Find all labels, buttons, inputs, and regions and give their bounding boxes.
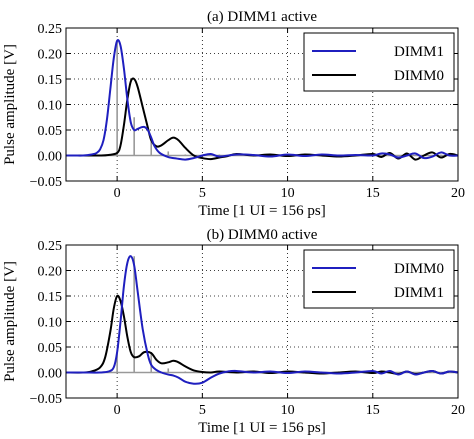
legend-box	[303, 249, 455, 309]
y-tick-label: 0.25	[38, 239, 63, 254]
chart-title: (b) DIMM0 active	[207, 227, 318, 243]
legend: DIMM1 DIMM0	[303, 32, 455, 92]
y-tick-label: 0.15	[38, 73, 63, 88]
y-tick-label: 0.20	[38, 265, 63, 280]
y-tick-label: −0.05	[30, 392, 62, 407]
y-tick-label: 0.00	[38, 367, 63, 382]
y-tick-label: 0.00	[38, 150, 63, 165]
y-tick-label: 0.20	[38, 48, 63, 63]
plot-area	[66, 255, 458, 385]
chart-panel-b: (b) DIMM0 active 0 5 10 15 20 −0.05 0.00 0.05 0.1…	[2, 227, 465, 436]
x-tick-label: 15	[366, 186, 380, 201]
y-tick-label: 0.25	[38, 22, 63, 37]
x-tick-label: 0	[114, 186, 121, 201]
x-tick-label: 10	[281, 186, 295, 201]
legend-label: DIMM0	[394, 261, 444, 277]
series-line-dimm0	[66, 255, 458, 385]
axes-frame	[65, 244, 459, 399]
y-tick-label: 0.10	[38, 316, 63, 331]
x-axis-label: Time [1 UI = 156 ps]	[198, 203, 326, 219]
y-tick-label: 0.10	[38, 99, 63, 114]
y-tick-label: −0.05	[30, 175, 62, 190]
x-tick-label: 10	[281, 403, 295, 418]
y-tick-label: 0.05	[38, 341, 63, 356]
y-axis-label: Pulse amplitude [V]	[2, 44, 18, 165]
series-line-dimm1	[66, 38, 458, 161]
legend-label: DIMM0	[394, 68, 444, 84]
legend-box	[303, 32, 455, 92]
chart-title: (a) DIMM1 active	[207, 9, 317, 25]
legend-label: DIMM1	[394, 44, 444, 60]
chart-panel-a: (a) DIMM1 active 0 5 10 15 20 −0.05 0.00 0.05 0.1…	[2, 9, 465, 219]
x-axis-label: Time [1 UI = 156 ps]	[198, 420, 326, 436]
x-tick-label: 15	[366, 403, 380, 418]
y-axis-label: Pulse amplitude [V]	[2, 261, 18, 382]
x-tick-label: 20	[451, 186, 465, 201]
x-tick-label: 0	[114, 403, 121, 418]
y-tick-label: 0.05	[38, 124, 63, 139]
plot-area	[66, 38, 458, 161]
legend: DIMM0 DIMM1	[303, 249, 455, 309]
y-tick-label: 0.15	[38, 290, 63, 305]
axes-frame	[65, 27, 459, 182]
legend-label: DIMM1	[394, 285, 444, 301]
x-tick-label: 20	[451, 403, 465, 418]
x-tick-label: 5	[199, 403, 206, 418]
x-tick-label: 5	[199, 186, 206, 201]
